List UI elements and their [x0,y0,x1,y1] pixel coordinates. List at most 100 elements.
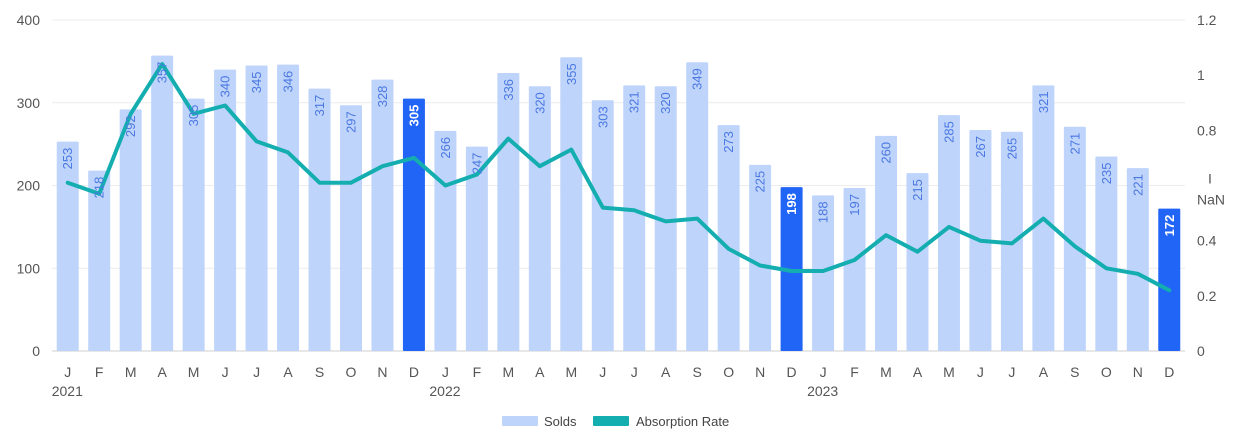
bar-data-label: 328 [375,86,390,108]
x-tick-label: A [535,364,545,380]
bar[interactable] [497,72,520,352]
bar-data-label: 198 [784,193,799,215]
x-tick-label: J [64,364,71,380]
x-tick-label: O [723,364,734,380]
y-left-tick-label: 200 [17,178,41,194]
absorption-rate-line[interactable] [65,62,1172,293]
bar[interactable] [591,100,614,351]
bar[interactable] [875,135,898,351]
line-series [65,62,1172,293]
x-tick-label: O [346,364,357,380]
bar[interactable] [654,86,677,351]
bar-data-label: 355 [564,63,579,85]
x-tick-label: M [188,364,200,380]
bar-data-label: 320 [532,92,547,114]
x-tick-label: M [125,364,137,380]
bar[interactable] [906,173,929,351]
x-tick-label: F [473,364,482,380]
bar-data-label: 349 [690,68,705,90]
grid [52,19,1185,352]
bar-data-label: 336 [501,79,516,101]
x-tick-label: J [977,364,984,380]
bar-data-label: 305 [406,105,421,127]
bar-data-label: 235 [1099,163,1114,185]
bar[interactable] [434,130,457,351]
bar-data-label: 172 [1162,215,1177,237]
x-year-label: 2021 [52,383,83,399]
y-right-tick-label: 1.2 [1197,12,1217,28]
x-tick-label: D [1164,364,1174,380]
y-left-tick-label: 300 [17,95,41,111]
x-tick-label: N [755,364,765,380]
bar[interactable] [560,57,583,352]
bar[interactable] [812,195,835,351]
bar[interactable] [119,109,142,352]
bar-data-label: 197 [847,194,862,216]
bar[interactable] [686,62,709,351]
x-tick-label: J [1008,364,1015,380]
bar[interactable] [339,105,362,351]
bar-data-label: 305 [186,105,201,127]
x-tick-label: J [442,364,449,380]
x-tick-label: M [565,364,577,380]
bar-data-label: 357 [155,62,170,84]
bar-data-label: 221 [1130,174,1145,196]
legend-label-solds[interactable]: Solds [544,414,577,429]
bar[interactable] [371,79,394,351]
bar-data-label: 317 [312,95,327,117]
bar-data-label: 266 [438,137,453,159]
legend-label-absorption-rate[interactable]: Absorption Rate [636,414,729,429]
bar[interactable] [182,98,205,351]
legend-swatch-absorption-rate [593,416,629,426]
bar-labels: 253 218 292 357 305 340 345 346 317 297 328 305 266 2… [60,62,1177,237]
y-left-tick-label: 100 [17,260,41,276]
bar[interactable] [1126,168,1149,351]
bar-data-label: 247 [469,153,484,175]
x-tick-label: S [1070,364,1079,380]
bar[interactable] [151,55,174,352]
x-tick-label: A [1039,364,1049,380]
bar[interactable] [465,146,488,351]
bar[interactable] [843,187,866,351]
x-tick-label: J [222,364,229,380]
legend: Solds Absorption Rate [502,414,729,429]
x-tick-label: A [661,364,671,380]
bar[interactable] [1158,208,1181,351]
x-tick-label: A [913,364,923,380]
legend-swatch-solds [502,416,538,426]
bar-data-label: 292 [123,115,138,137]
bar-data-label: 225 [753,171,768,193]
bar[interactable] [937,115,960,351]
bar[interactable] [56,141,79,351]
bar[interactable] [1095,156,1118,351]
bar[interactable] [88,170,111,351]
bar-data-label: 253 [60,148,75,170]
x-tick-label: M [503,364,515,380]
bar[interactable] [245,65,268,351]
x-tick-label: J [820,364,827,380]
x-tick-label: N [1133,364,1143,380]
y-axis-left: 0 100 200 300 400 [17,12,41,359]
bar[interactable] [528,86,551,351]
y-right-tick-label: 0.2 [1197,288,1217,304]
y-right-tick-label: 1 [1197,67,1205,83]
x-tick-label: F [850,364,859,380]
x-tick-label: D [409,364,419,380]
bar[interactable] [717,125,740,351]
bar[interactable] [1063,126,1086,351]
bar[interactable] [749,164,772,351]
x-tick-label: O [1101,364,1112,380]
bar[interactable] [214,69,237,352]
bar[interactable] [623,85,646,351]
x-tick-label: A [157,364,167,380]
bar[interactable] [308,88,331,352]
x-tick-label: S [315,364,324,380]
bar[interactable] [402,98,425,351]
bar-data-label: 346 [281,71,296,93]
bar[interactable] [277,64,300,351]
y-right-tick-label: 0.4 [1197,233,1217,249]
y-axis-right: 0 0.2 0.4 0.8 1 1.2 I NaN [1197,12,1225,359]
x-tick-label: J [599,364,606,380]
bar-data-label: 273 [721,131,736,153]
x-tick-label: A [283,364,293,380]
